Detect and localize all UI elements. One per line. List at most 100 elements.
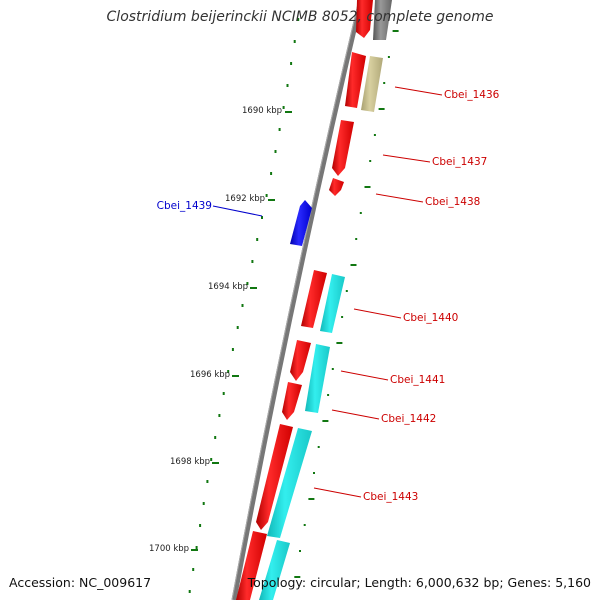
leader-cbei-1437 [382,154,431,163]
feature-tick [383,82,386,84]
feature-tick [299,550,301,552]
tick-dot [199,524,202,527]
feature-block-cbei-1436[interactable] [361,56,383,112]
tick-dot [188,590,191,593]
feature-tick [392,30,399,32]
label-leaders [212,86,443,498]
scale-label-1690: 1690 kbp [242,106,282,116]
gene-arrow-cbei-1441[interactable] [290,340,311,381]
gene-arrow-cbei-1439[interactable] [290,200,312,246]
feature-tick [355,238,358,240]
tick-dot [231,348,234,351]
tick-dot [274,150,277,153]
accession-label: Accession: NC_009617 [9,575,152,590]
leader-cbei-1442 [331,409,380,420]
gene-label-cbei-1441[interactable]: Cbei_1441 [390,374,445,386]
tick-dot [246,282,249,285]
tick-dot [210,458,213,461]
gene-arrow[interactable] [373,0,392,40]
leader-cbei-1440 [353,308,402,319]
feature-tick [294,576,301,578]
genome-backbone [231,0,364,601]
gene-arrow-cbei-1440[interactable] [301,270,327,328]
tick-dot [261,216,263,219]
tick-dot [286,84,289,87]
tick-dot [222,392,225,395]
gene-arrow[interactable] [236,531,267,600]
scale-label-1694: 1694 kbp [208,282,248,292]
tick-dot [202,502,205,505]
scale-label-1698: 1698 kbp [170,457,210,467]
tick-dots [188,18,300,593]
gene-labels: Cbei_1436 Cbei_1437 Cbei_1438 Cbei_1439 … [157,89,500,503]
leader-cbei-1438 [375,193,424,203]
tick-dot [195,546,198,549]
scale-label-1700: 1700 kbp [149,544,189,554]
tick-dot [192,568,195,571]
tick-dot [214,436,217,439]
tick-dot [290,62,293,65]
map-title: Clostridium beijerinckii NCIMB 8052, com… [106,9,494,25]
scale-labels: 1690 kbp 1692 kbp 1694 kbp 1696 kbp 1698… [149,106,282,554]
tick-dot [265,194,268,197]
tick-dot [270,172,273,175]
tick-dot [293,40,296,43]
feature-tick [350,264,357,266]
gene-arrow-cbei-1437[interactable] [332,120,354,176]
feature-block-cbei-1441[interactable] [305,344,330,413]
tick-dot [251,260,254,263]
major-tick [232,375,239,377]
leader-cbei-1436 [394,86,443,96]
gene-label-cbei-1438[interactable]: Cbei_1438 [425,196,480,208]
major-tick [212,462,219,464]
feature-tick [387,56,390,58]
leader-cbei-1439 [212,205,263,217]
tick-dot [278,128,281,131]
genome-backbone-highlight [231,0,360,601]
feature-tick [369,160,372,162]
tick-dot [206,480,209,483]
tick-dot [218,414,221,417]
feature-tick [359,212,362,214]
leader-cbei-1441 [340,370,389,381]
gene-label-cbei-1439[interactable]: Cbei_1439 [157,200,212,212]
feature-ticks [294,30,399,578]
gene-label-cbei-1437[interactable]: Cbei_1437 [432,156,487,168]
gene-arrow-cbei-1442[interactable] [282,382,302,420]
major-tick [285,111,292,113]
major-ticks [191,111,292,551]
feature-tick [317,446,320,448]
feature-tick [336,342,343,344]
tick-dot [256,238,259,241]
gene-features [236,0,392,600]
feature-block-cbei-1440[interactable] [320,274,345,333]
tick-dot [236,326,239,329]
major-tick [250,287,257,289]
major-tick [268,199,275,201]
scale-label-1696: 1696 kbp [190,370,230,380]
gene-label-cbei-1440[interactable]: Cbei_1440 [403,312,458,324]
feature-tick [327,394,330,396]
gene-arrow-cbei-1436[interactable] [345,52,366,108]
gene-label-cbei-1443[interactable]: Cbei_1443 [363,491,418,503]
gene-arrow[interactable] [356,0,373,38]
tick-dot [282,106,285,109]
feature-block-cbei-1443[interactable] [267,428,312,538]
feature-block[interactable] [259,540,290,600]
leader-cbei-1443 [313,487,362,498]
feature-tick [378,108,385,110]
feature-tick [345,290,348,292]
gene-arrow-cbei-1443[interactable] [256,424,293,530]
gene-arrow-cbei-1438[interactable] [329,178,344,196]
feature-tick [331,368,334,370]
major-tick [191,549,198,551]
feature-tick [364,186,371,188]
tick-dot [241,304,244,307]
feature-tick [303,524,306,526]
gene-label-cbei-1436[interactable]: Cbei_1436 [444,89,500,101]
feature-tick [373,134,376,136]
feature-tick [308,498,315,500]
feature-tick [341,316,344,318]
gene-label-cbei-1442[interactable]: Cbei_1442 [381,413,436,425]
